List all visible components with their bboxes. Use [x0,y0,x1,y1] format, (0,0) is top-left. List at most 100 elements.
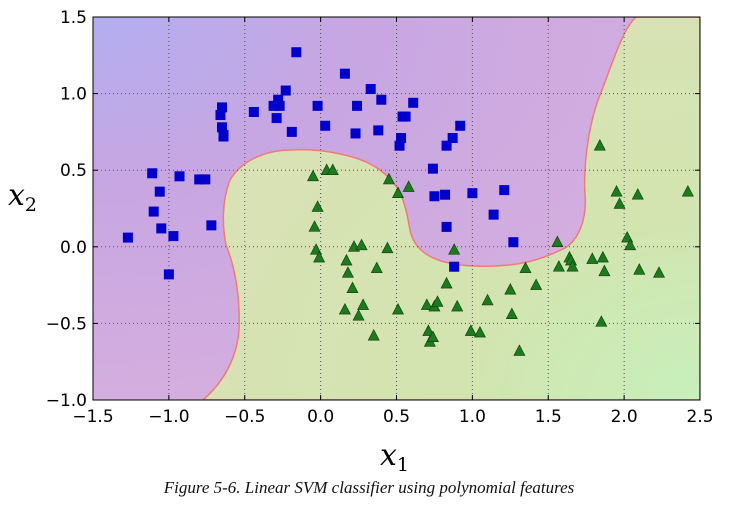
x-tick-label: −0.5 [224,407,265,427]
square-point [467,188,478,199]
square-point [339,68,350,79]
triangle-point [340,253,353,266]
triangle-point [530,278,543,290]
square-point [441,140,452,151]
square-point [441,221,452,232]
triangle-point [326,163,339,175]
triangle-point [552,260,565,272]
x-tick-label: 0.5 [383,407,410,427]
triangle-point [464,324,477,336]
square-point [248,106,259,117]
y-tick-label: 1.0 [60,85,87,105]
square-point [440,189,451,200]
square-point [396,133,407,144]
square-point [274,100,285,111]
square-point [194,174,205,185]
triangle-point [513,344,526,356]
x-tick-label: 2.0 [611,407,638,427]
x-axis-label: x1 [380,438,409,475]
y-tick-label: 1.5 [60,8,87,28]
square-point [280,85,291,96]
y-axis-label: x2 [8,178,37,216]
square-point [168,231,179,242]
triangle-point [473,325,486,338]
y-tick-label: 0.0 [60,238,87,258]
x-tick-label: 2.5 [686,407,713,427]
triangle-point [595,315,608,327]
square-point [447,133,458,144]
triangle-point [593,139,606,151]
triangle-point [392,186,405,198]
y-tick-label: −0.5 [46,314,87,334]
triangle-point [346,281,359,293]
triangle-point [505,307,518,320]
triangle-point [426,330,439,342]
square-point [268,100,279,111]
triangle-point [307,169,320,182]
triangle-point [610,185,623,197]
triangle-point [311,200,324,212]
x-tick-label: 0.0 [307,407,334,427]
square-point [312,100,323,111]
triangle-point [440,276,453,289]
data-points [122,47,694,356]
triangle-point [367,329,380,341]
triangle-point [402,180,415,192]
square-point [488,209,499,220]
square-point [154,186,165,197]
triangle-point [681,185,694,197]
triangle-point [392,302,405,315]
triangle-point [370,261,383,274]
triangle-point [338,302,351,315]
triangle-point [586,252,599,264]
triangle-point [308,220,321,232]
square-point [163,269,174,280]
triangle-point [451,299,464,312]
triangle-point [633,263,646,275]
square-point [122,232,133,243]
square-point [216,122,227,133]
x-tick-label: 1.0 [459,407,486,427]
square-point [147,168,158,179]
triangle-point [613,197,626,209]
axis-ticks: −1.5 −1.0 −0.5 0.0 0.5 1.0 1.5 2.0 2.5−1.0−0.50.… [46,8,714,427]
y-tick-label: 0.5 [60,161,87,181]
figure-caption: Figure 5-6. Linear SVM classifier using … [163,478,575,497]
triangle-point [551,235,564,248]
triangle-point [624,238,637,251]
x-tick-label: 1.5 [535,407,562,427]
square-point [320,120,331,131]
triangle-point [504,283,517,295]
triangle-point [341,266,354,278]
y-tick-label: −1.0 [46,391,87,411]
square-point [148,206,159,217]
triangle-point [519,261,532,274]
square-point [350,128,361,139]
triangle-point [357,298,370,310]
x-tick-label: −1.5 [72,407,113,427]
square-point [365,84,376,95]
square-point [449,261,460,272]
square-point [499,185,510,196]
triangle-point [381,241,394,254]
triangle-point [431,295,444,307]
square-point [352,100,363,111]
square-point [455,120,466,131]
triangle-point [653,266,666,278]
class1-region [201,17,700,400]
square-point [216,102,227,113]
square-point [373,125,384,136]
square-point [408,97,419,108]
triangle-point [313,250,326,263]
square-point [291,47,302,58]
triangle-point [631,188,644,200]
square-point [218,131,229,142]
square-point [273,94,284,105]
square-point [206,220,217,231]
square-point [174,171,185,182]
triangle-point [420,298,433,310]
triangle-point [352,309,365,321]
triangle-point [448,243,461,255]
triangle-point [596,250,609,263]
triangle-point [598,264,611,277]
